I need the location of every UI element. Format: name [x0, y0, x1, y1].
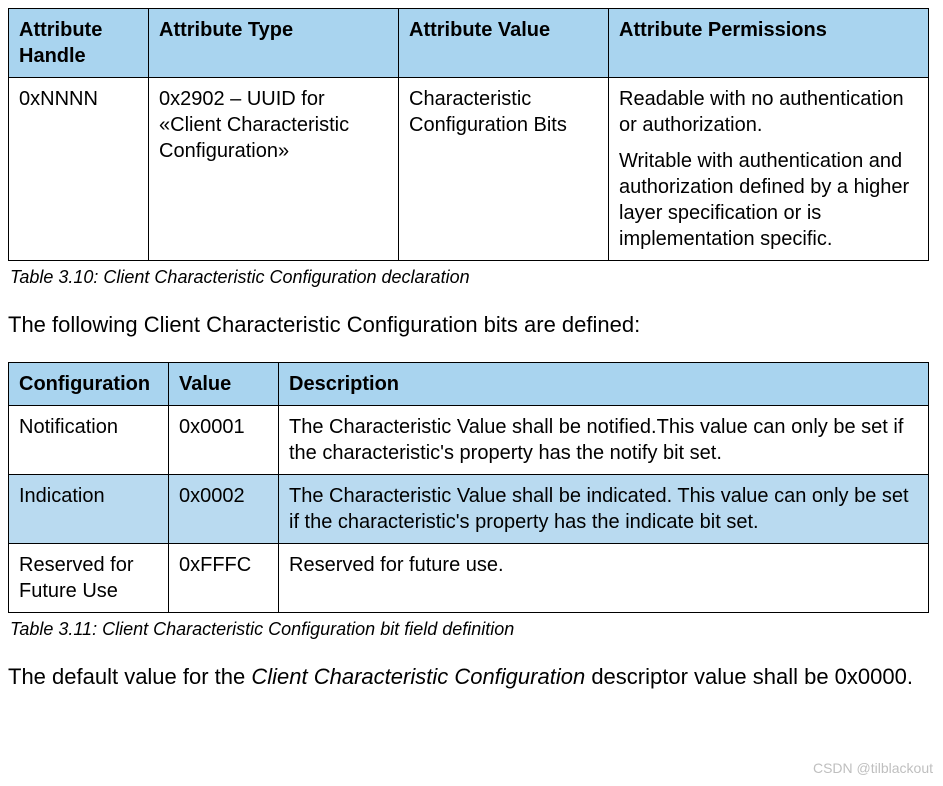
col-description: Description	[279, 362, 929, 405]
col-value: Value	[169, 362, 279, 405]
cell-cfg: Reserved for Future Use	[9, 543, 169, 612]
paragraph-intro-bits: The following Client Characteristic Conf…	[8, 310, 935, 340]
table-row: 0xNNNN 0x2902 – UUID for «Client Charact…	[9, 78, 929, 261]
table-row: Notification0x0001The Characteristic Val…	[9, 405, 929, 474]
watermark: CSDN @tilblackout	[813, 760, 933, 776]
cell-handle: 0xNNNN	[9, 78, 149, 261]
col-configuration: Configuration	[9, 362, 169, 405]
table-caption-311: Table 3.11: Client Characteristic Config…	[10, 619, 935, 640]
col-attribute-handle: Attribute Handle	[9, 9, 149, 78]
text-emph-cccd: Client Characteristic Configuration	[251, 664, 585, 689]
text-post: descriptor value shall be 0x0000.	[585, 664, 913, 689]
cell-desc: Reserved for future use.	[279, 543, 929, 612]
text-pre: The default value for the	[8, 664, 251, 689]
cell-value: Characteristic Configuration Bits	[399, 78, 609, 261]
cell-cfg: Indication	[9, 474, 169, 543]
table-row: Reserved for Future Use0xFFFCReserved fo…	[9, 543, 929, 612]
cell-val: 0x0002	[169, 474, 279, 543]
table-caption-310: Table 3.10: Client Characteristic Config…	[10, 267, 935, 288]
cell-cfg: Notification	[9, 405, 169, 474]
cell-val: 0xFFFC	[169, 543, 279, 612]
table-cccd-declaration: Attribute Handle Attribute Type Attribut…	[8, 8, 929, 261]
cell-desc: The Characteristic Value shall be indica…	[279, 474, 929, 543]
col-attribute-permissions: Attribute Permissions	[609, 9, 929, 78]
cell-type: 0x2902 – UUID for «Client Characteristic…	[149, 78, 399, 261]
table-header-row: Attribute Handle Attribute Type Attribut…	[9, 9, 929, 78]
cell-permissions: Readable with no authentication or autho…	[609, 78, 929, 261]
perm-writable: Writable with authentication and authori…	[619, 148, 918, 252]
table-header-row: Configuration Value Description	[9, 362, 929, 405]
col-attribute-type: Attribute Type	[149, 9, 399, 78]
cell-val: 0x0001	[169, 405, 279, 474]
table-row: Indication0x0002The Characteristic Value…	[9, 474, 929, 543]
paragraph-default-value: The default value for the Client Charact…	[8, 662, 935, 692]
cell-desc: The Characteristic Value shall be notifi…	[279, 405, 929, 474]
col-attribute-value: Attribute Value	[399, 9, 609, 78]
table-cccd-bits: Configuration Value Description Notifica…	[8, 362, 929, 613]
perm-readable: Readable with no authentication or autho…	[619, 86, 918, 138]
